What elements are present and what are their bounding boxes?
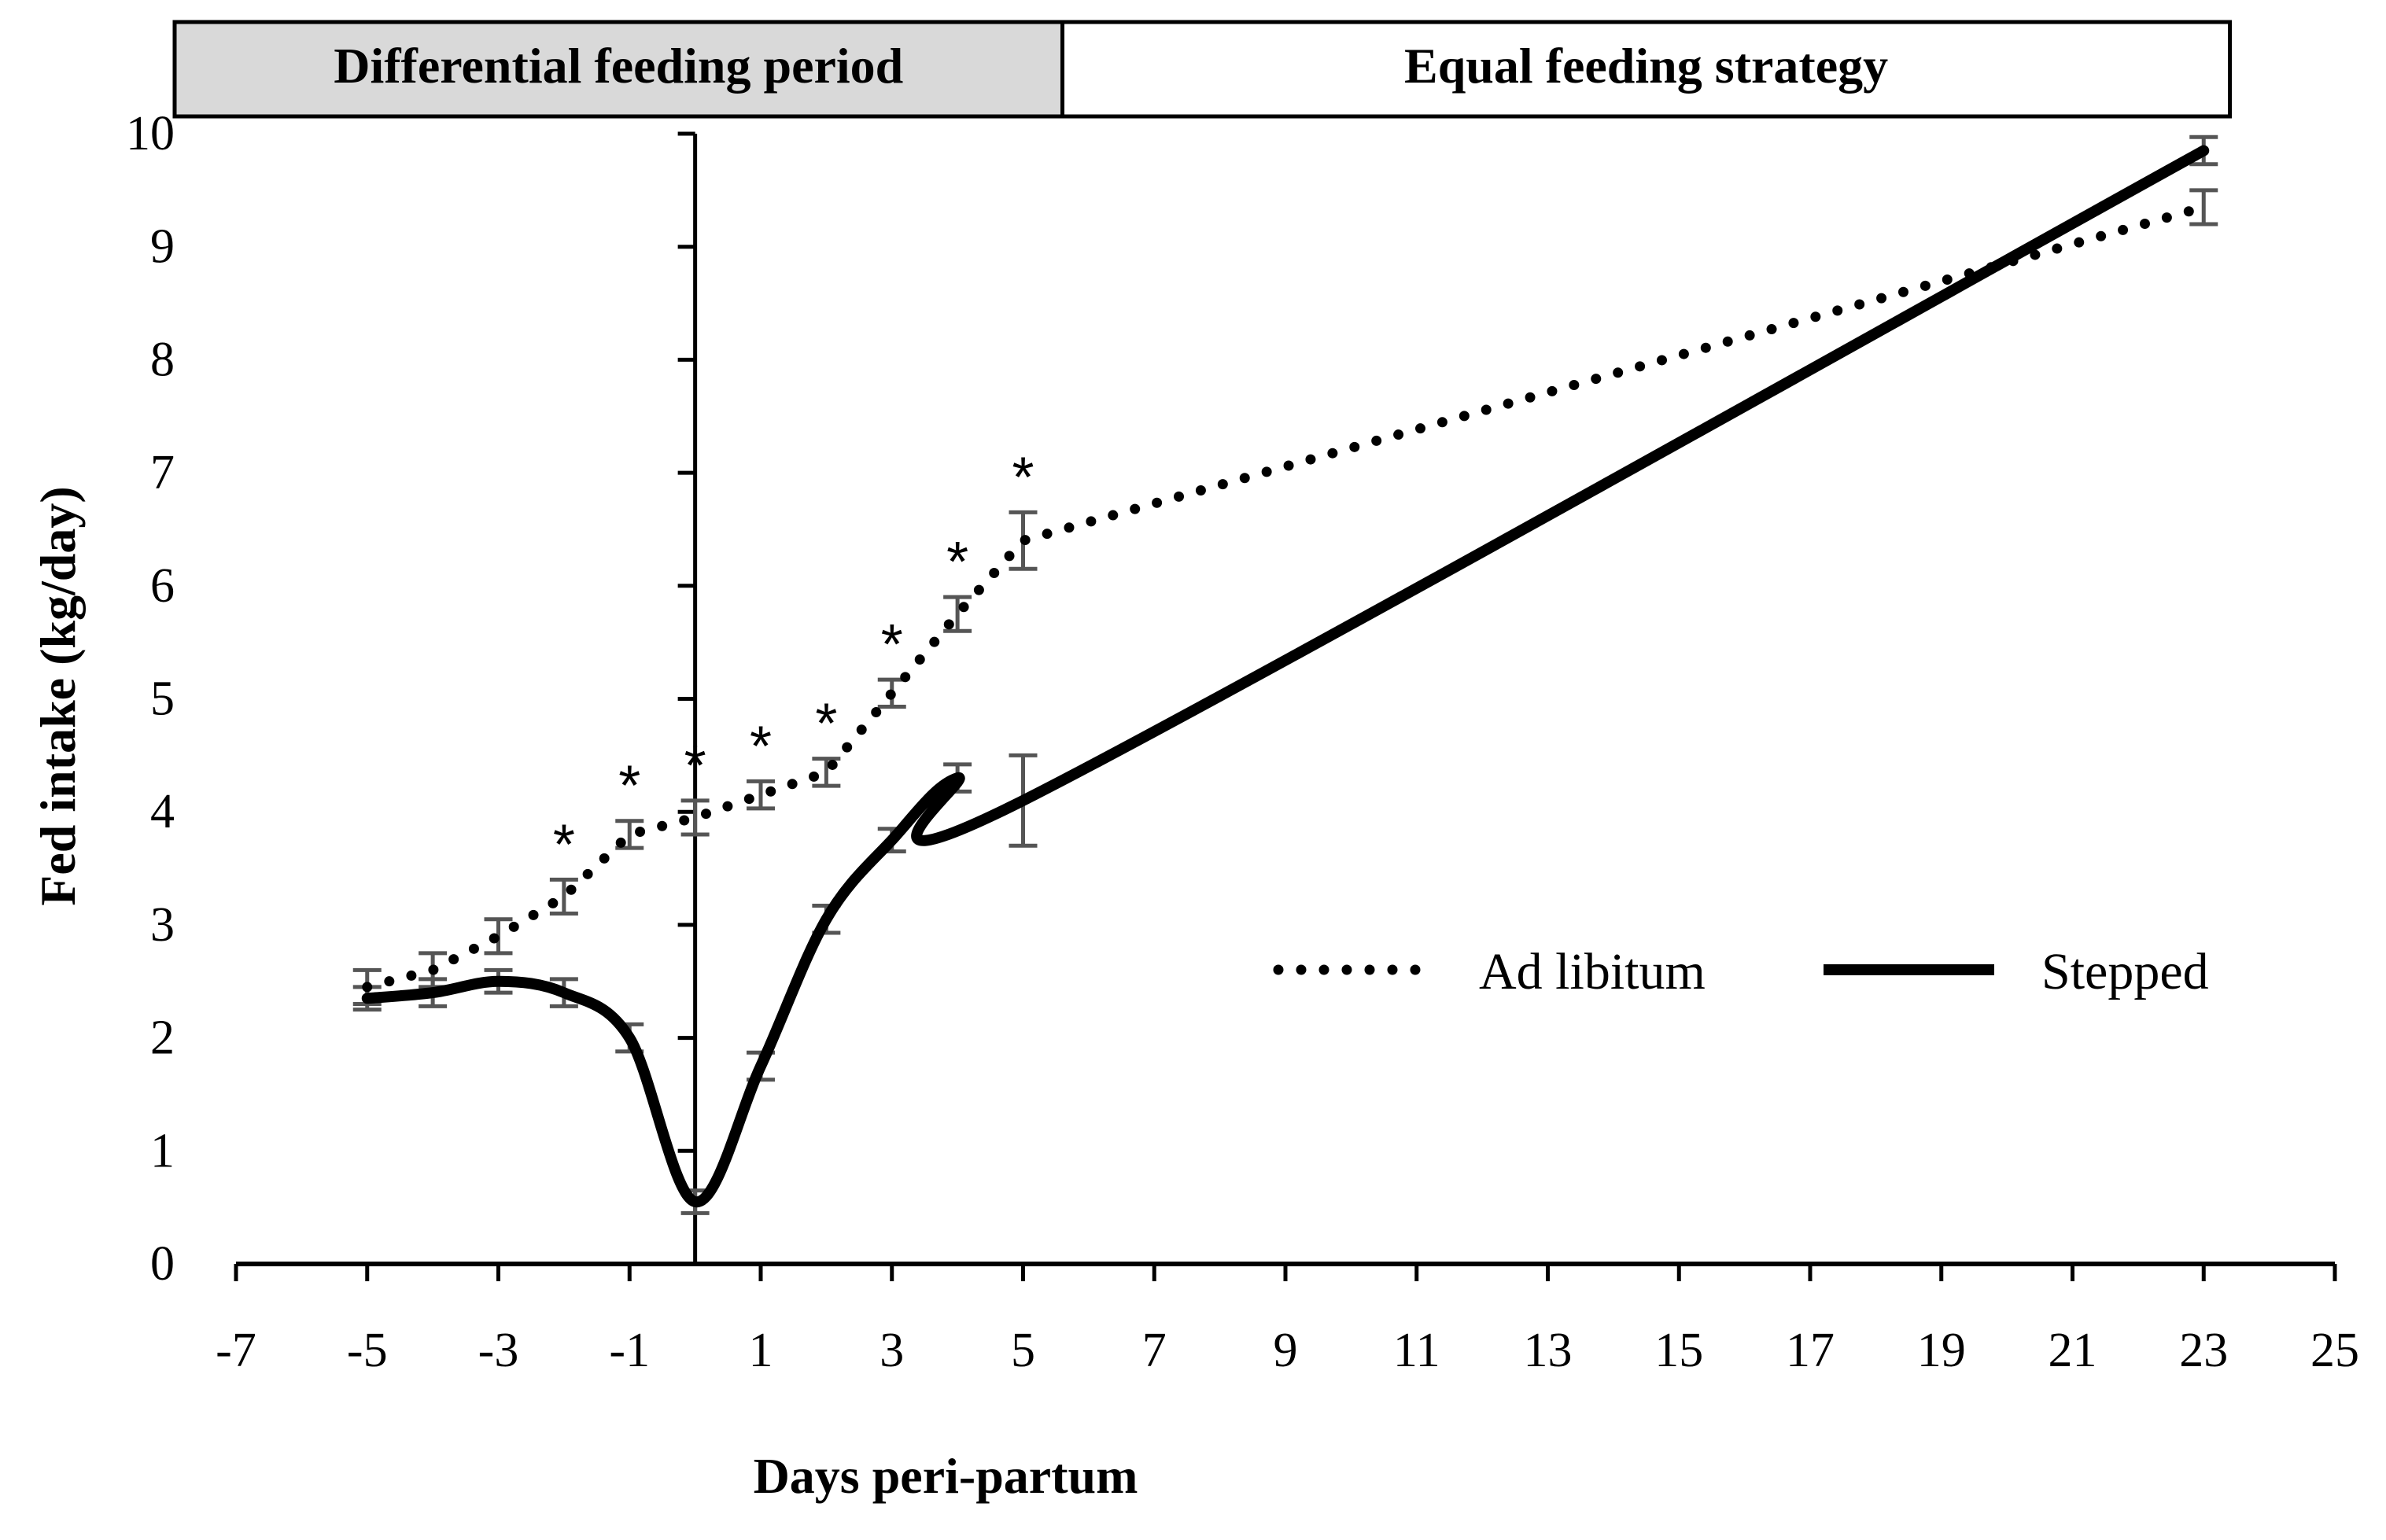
x-tick-label: 9 [1274, 1324, 1298, 1377]
period-band-1 [1060, 20, 2233, 119]
error-bar-ad-libitum [680, 798, 710, 837]
significance-star: * [684, 735, 706, 798]
x-tick-label: 15 [1654, 1324, 1703, 1377]
y-tick-label: 6 [150, 559, 175, 613]
axes: -7 -5 -3 -1 1 3 5 7 9 11 13 15 17 19 21 23 2501234567891… [126, 107, 2359, 1377]
x-tick-label: -3 [478, 1324, 519, 1377]
significance-star: * [618, 755, 640, 818]
significance-star: * [881, 613, 903, 676]
x-tick-label: -1 [609, 1324, 650, 1377]
error-bar-ad-libitum [943, 595, 972, 633]
period-label-1: Equal feeding strategy [1404, 38, 1888, 94]
y-tick-label: 8 [150, 333, 175, 386]
x-tick-label: -5 [347, 1324, 388, 1377]
y-tick-label: 3 [150, 898, 175, 952]
significance-markers: * * * * * * * * [553, 446, 1034, 876]
x-tick-label: 1 [749, 1324, 773, 1377]
period-bands: Differential feeding period Equal feeding… [172, 20, 2233, 119]
x-tick-label: 11 [1393, 1324, 1440, 1377]
y-tick-label: 4 [150, 785, 175, 838]
y-tick-label: 10 [126, 107, 175, 160]
x-tick-label: 13 [1524, 1324, 1573, 1377]
significance-star: * [946, 531, 968, 594]
x-tick-label: 3 [880, 1324, 904, 1377]
x-tick-label: 7 [1142, 1324, 1167, 1377]
y-tick-label: 2 [150, 1011, 175, 1065]
series-lines [361, 145, 2210, 1207]
legend: Ad libitum Stepped [1273, 943, 2209, 1000]
legend-label-stepped: Stepped [2041, 943, 2209, 1000]
x-tick-label: 19 [1917, 1324, 1966, 1377]
y-tick-label: 0 [150, 1237, 175, 1291]
x-tick-label: -7 [216, 1324, 256, 1377]
series-line-stepped [361, 145, 2210, 1207]
error-bar-ad-libitum [2189, 188, 2218, 227]
series-line-ad-libitum [362, 201, 2209, 993]
period-label-0: Differential feeding period [334, 38, 903, 94]
error-bar-ad-libitum [812, 757, 841, 788]
x-tick-label: 23 [2179, 1324, 2228, 1377]
legend-label-ad-libitum: Ad libitum [1479, 943, 1706, 1000]
significance-star: * [815, 693, 837, 756]
significance-star: * [553, 813, 575, 876]
x-axis-title: Days peri-partum [754, 1448, 1138, 1504]
x-tick-label: 5 [1011, 1324, 1035, 1377]
y-tick-label: 1 [150, 1124, 175, 1177]
x-tick-label: 17 [1786, 1324, 1835, 1377]
error-bar-ad-libitum [549, 877, 578, 916]
y-tick-label: 5 [150, 672, 175, 726]
significance-star: * [750, 715, 772, 778]
x-tick-label: 25 [2310, 1324, 2359, 1377]
y-tick-label: 9 [150, 220, 175, 274]
significance-star: * [1012, 446, 1034, 509]
error-bar-ad-libitum [747, 779, 775, 811]
x-tick-label: 21 [2049, 1324, 2097, 1377]
y-axis-title: Fed intake (kg/day) [30, 486, 86, 905]
y-tick-label: 7 [150, 446, 175, 499]
period-band-0 [172, 20, 1065, 119]
error-bar-ad-libitum [615, 819, 644, 850]
